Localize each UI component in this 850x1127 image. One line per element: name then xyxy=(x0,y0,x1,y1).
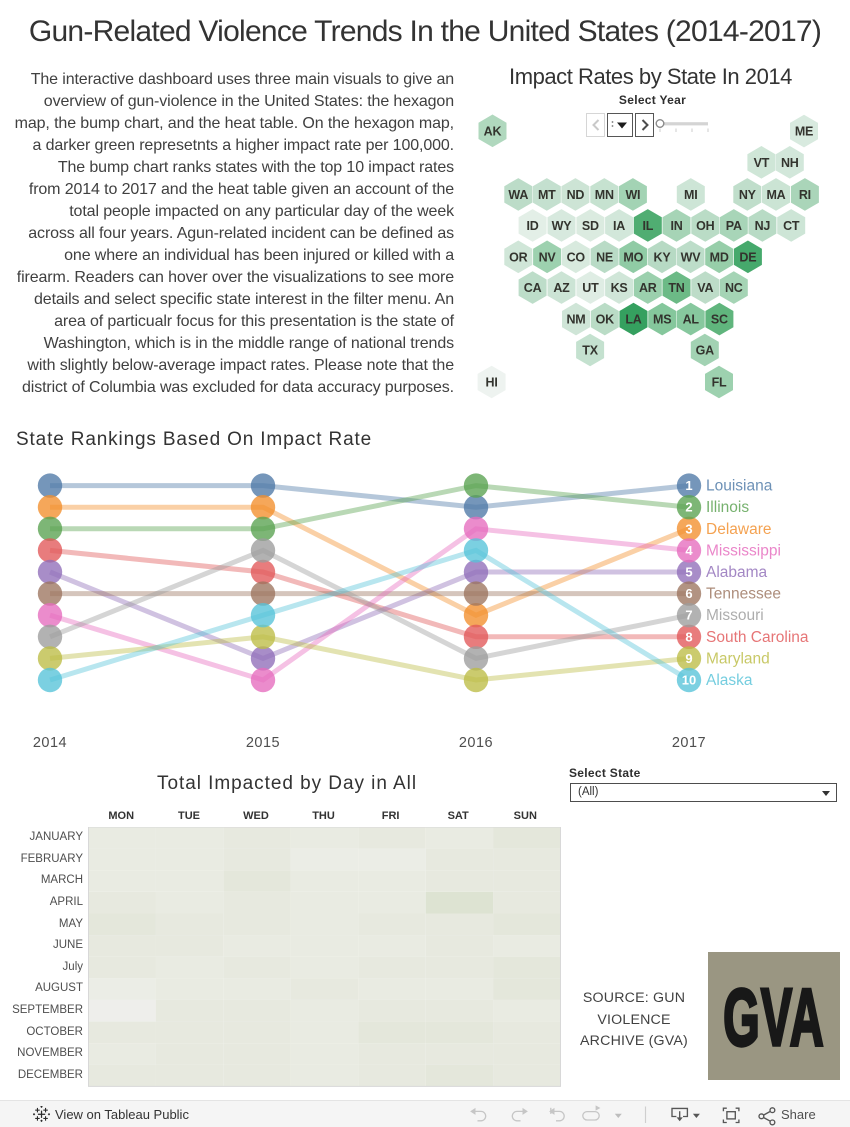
svg-text:MN: MN xyxy=(595,188,614,202)
svg-text:LA: LA xyxy=(625,313,641,327)
svg-text:KY: KY xyxy=(654,250,672,264)
svg-text:Maryland: Maryland xyxy=(706,650,770,667)
svg-text:South Carolina: South Carolina xyxy=(706,629,809,646)
svg-text:NH: NH xyxy=(781,156,799,170)
svg-text:IL: IL xyxy=(642,219,653,233)
svg-text:10: 10 xyxy=(682,673,696,688)
svg-text:MD: MD xyxy=(710,250,729,264)
svg-text:HI: HI xyxy=(486,376,498,390)
svg-text:TN: TN xyxy=(668,281,684,295)
svg-text:5: 5 xyxy=(685,565,692,580)
svg-text:MI: MI xyxy=(684,188,698,202)
svg-text:NV: NV xyxy=(539,250,557,264)
svg-text:OH: OH xyxy=(696,219,715,233)
svg-text:NY: NY xyxy=(739,188,757,202)
svg-text:9: 9 xyxy=(685,651,692,666)
svg-text:Delaware: Delaware xyxy=(706,521,771,538)
svg-text:MT: MT xyxy=(538,188,556,202)
svg-text:AR: AR xyxy=(639,281,657,295)
svg-text:4: 4 xyxy=(685,543,693,558)
svg-text:Illinois: Illinois xyxy=(706,499,749,516)
svg-text:2014: 2014 xyxy=(33,735,67,751)
svg-text:VT: VT xyxy=(754,156,770,170)
svg-text:2016: 2016 xyxy=(459,735,493,751)
svg-text:Tennessee: Tennessee xyxy=(706,586,781,603)
svg-text:ME: ME xyxy=(795,125,813,139)
svg-text:7: 7 xyxy=(685,608,692,623)
svg-text:OK: OK xyxy=(596,313,615,327)
svg-text:NC: NC xyxy=(725,281,743,295)
svg-text:DE: DE xyxy=(739,250,756,264)
svg-text:AL: AL xyxy=(683,313,700,327)
svg-text:FL: FL xyxy=(712,376,727,390)
svg-text:NE: NE xyxy=(596,250,613,264)
svg-text:NM: NM xyxy=(566,313,585,327)
svg-text:WY: WY xyxy=(552,219,573,233)
svg-text:KS: KS xyxy=(611,281,628,295)
svg-text:IA: IA xyxy=(613,219,625,233)
svg-text:UT: UT xyxy=(582,281,599,295)
svg-text:Alaska: Alaska xyxy=(706,672,753,689)
svg-text:CT: CT xyxy=(783,219,800,233)
svg-text:GA: GA xyxy=(696,344,715,358)
svg-text:CA: CA xyxy=(524,281,542,295)
svg-text:WA: WA xyxy=(508,188,528,202)
svg-text:SC: SC xyxy=(711,313,728,327)
svg-text:MS: MS xyxy=(653,313,671,327)
svg-text:Alabama: Alabama xyxy=(706,564,768,581)
svg-text:OR: OR xyxy=(509,250,528,264)
svg-text:Missouri: Missouri xyxy=(706,607,764,624)
svg-text:2015: 2015 xyxy=(246,735,280,751)
svg-text:Louisiana: Louisiana xyxy=(706,478,773,495)
svg-text:1: 1 xyxy=(685,478,692,493)
svg-text:AZ: AZ xyxy=(553,281,570,295)
svg-text:2: 2 xyxy=(685,500,692,515)
svg-text:MA: MA xyxy=(766,188,785,202)
svg-text:IN: IN xyxy=(670,219,682,233)
svg-text:TX: TX xyxy=(582,344,598,358)
svg-text:AK: AK xyxy=(484,124,502,138)
svg-text:GVA: GVA xyxy=(723,973,824,1064)
svg-text:8: 8 xyxy=(685,629,692,644)
svg-text:CO: CO xyxy=(567,250,586,264)
svg-text:ND: ND xyxy=(567,188,585,202)
svg-text:MO: MO xyxy=(623,250,643,264)
svg-text:Mississippi: Mississippi xyxy=(706,542,781,559)
svg-text:WV: WV xyxy=(681,250,702,264)
svg-text:WI: WI xyxy=(625,188,640,202)
svg-text:SD: SD xyxy=(582,219,599,233)
svg-text:3: 3 xyxy=(685,521,692,536)
svg-text:RI: RI xyxy=(799,188,811,202)
svg-text:6: 6 xyxy=(685,586,692,601)
svg-text:2017: 2017 xyxy=(672,735,706,751)
svg-text:VA: VA xyxy=(697,281,713,295)
svg-text:ID: ID xyxy=(527,219,539,233)
svg-text:NJ: NJ xyxy=(755,219,771,233)
svg-text:PA: PA xyxy=(726,219,742,233)
